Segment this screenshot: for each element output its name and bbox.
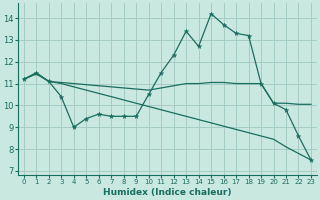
X-axis label: Humidex (Indice chaleur): Humidex (Indice chaleur) bbox=[103, 188, 232, 197]
